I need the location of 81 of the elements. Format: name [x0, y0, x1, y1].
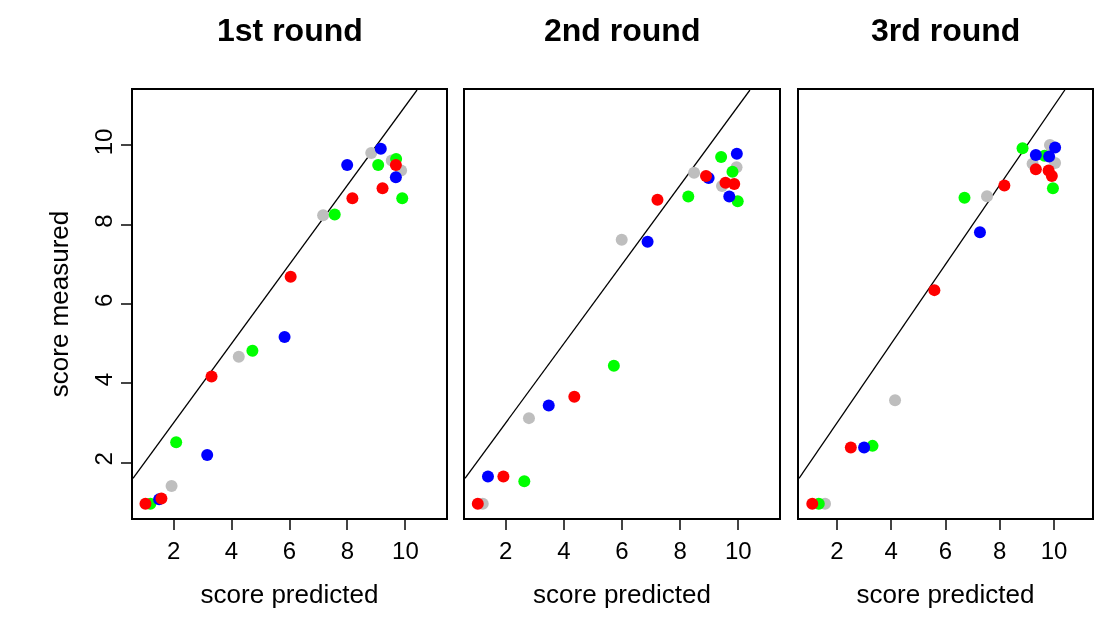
y-tick-label: 4: [89, 372, 117, 387]
point: [973, 226, 986, 239]
point: [205, 370, 218, 383]
point: [928, 284, 941, 297]
x-tick-label: 8: [673, 536, 687, 564]
point: [396, 192, 409, 205]
point: [471, 497, 484, 510]
x-tick-label: 6: [938, 536, 953, 564]
x-tick-label: 2: [830, 536, 844, 564]
point: [1046, 182, 1059, 195]
point: [232, 350, 245, 363]
chart-title: 2nd round: [544, 12, 701, 48]
point: [497, 470, 510, 483]
point: [542, 399, 555, 412]
x-tick-label: 6: [282, 536, 297, 564]
x-tick-label: 2: [166, 536, 181, 564]
point: [730, 147, 743, 160]
chart-title: 3rd round: [871, 12, 1021, 48]
point: [688, 166, 701, 179]
point: [998, 179, 1011, 192]
point: [372, 158, 385, 171]
point: [522, 412, 535, 425]
point: [806, 497, 819, 510]
point: [1043, 150, 1056, 163]
point: [715, 150, 728, 163]
x-tick-label: 4: [557, 536, 571, 564]
point: [1049, 141, 1062, 154]
point: [389, 158, 402, 171]
x-tick-label: 8: [340, 536, 355, 564]
point: [317, 209, 330, 222]
point: [1016, 142, 1029, 155]
chart-title: 1st round: [217, 12, 363, 48]
y-tick-label: 2: [89, 452, 117, 466]
point: [341, 158, 354, 171]
y-tick-label: 6: [89, 293, 117, 308]
point: [170, 436, 183, 449]
x-tick-label: 8: [993, 536, 1007, 564]
point: [165, 479, 178, 492]
x-tick-label: 10: [724, 536, 752, 564]
point: [641, 235, 654, 248]
point: [1029, 163, 1042, 176]
point: [376, 182, 389, 195]
x-axis-title: score predicted: [856, 578, 1035, 609]
point: [389, 171, 402, 184]
point: [728, 177, 741, 190]
point: [844, 441, 857, 454]
point: [889, 394, 902, 407]
x-tick-label: 10: [392, 536, 419, 564]
y-tick-label: 10: [89, 128, 117, 156]
point: [328, 208, 341, 221]
point: [284, 270, 297, 283]
point: [958, 191, 971, 204]
x-tick-label: 4: [224, 536, 239, 564]
point: [365, 147, 378, 159]
point: [246, 344, 259, 357]
x-tick-label: 6: [615, 536, 629, 564]
point: [1045, 170, 1058, 182]
point: [607, 359, 620, 372]
point: [858, 441, 871, 454]
point: [651, 193, 664, 206]
point: [568, 390, 581, 403]
point: [139, 497, 152, 510]
point: [346, 192, 359, 205]
x-tick-label: 10: [1040, 536, 1068, 564]
point: [981, 190, 994, 203]
y-axis-title: score measured: [43, 210, 74, 398]
point: [723, 190, 736, 203]
x-axis-title: score predicted: [533, 578, 711, 609]
point: [481, 470, 494, 483]
point: [615, 233, 628, 246]
point: [1029, 148, 1042, 161]
x-tick-label: 4: [884, 536, 898, 564]
y-tick-label: 8: [89, 214, 117, 228]
point: [374, 142, 387, 155]
point: [518, 475, 531, 488]
point: [278, 330, 291, 343]
point: [201, 448, 214, 461]
x-tick-label: 2: [499, 536, 513, 564]
point: [682, 190, 695, 203]
point: [726, 165, 739, 178]
x-axis-title: score predicted: [200, 578, 379, 609]
